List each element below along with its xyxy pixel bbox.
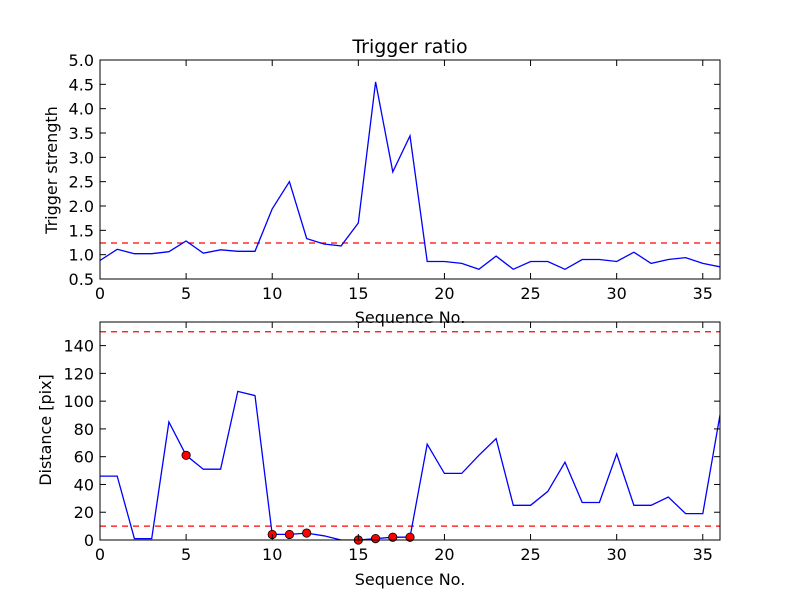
y-tick-label: 2.5 (69, 173, 94, 192)
plot-area (100, 81, 720, 271)
y-tick-label: 3.5 (69, 124, 94, 143)
data-marker (370, 534, 381, 544)
data-marker (405, 532, 415, 542)
x-tick-label: 15 (348, 545, 368, 564)
x-tick-label: 10 (262, 545, 282, 564)
x-tick-label: 35 (693, 545, 713, 564)
data-marker (302, 528, 312, 538)
series-line (100, 81, 720, 271)
y-tick-label: 2.0 (69, 197, 94, 216)
x-tick-label: 0 (95, 284, 105, 303)
y-tick-label: 5.0 (69, 51, 94, 70)
data-marker (284, 529, 295, 540)
y-tick-label: 4.5 (69, 75, 94, 94)
axes-frame (99, 59, 721, 280)
data-marker (388, 532, 398, 542)
x-tick-label: 5 (181, 284, 191, 303)
y-tick-label: 0 (84, 531, 94, 550)
y-tick-label: 4.0 (69, 100, 94, 119)
x-tick-label: 25 (520, 545, 540, 564)
trigger-ratio-panel: Trigger ratio Sequence No. Trigger stren… (42, 36, 721, 327)
y-tick-label: 120 (63, 364, 94, 383)
y-tick-label: 20 (74, 503, 94, 522)
y-tick-label: 60 (74, 448, 94, 467)
y-tick-label: 140 (63, 337, 94, 356)
x-tick-label: 10 (262, 284, 282, 303)
axes-frame (99, 321, 721, 541)
y-tick-label: 3.0 (69, 148, 94, 167)
y-tick-label: 0.5 (69, 270, 94, 289)
x-tick-label: 20 (434, 284, 454, 303)
y-tick-label: 80 (74, 420, 94, 439)
data-marker (181, 450, 191, 460)
x-axis-label: Sequence No. (355, 308, 466, 327)
y-axis-label: Trigger strength (42, 106, 61, 235)
x-tick-label: 0 (95, 545, 105, 564)
chart-title: Trigger ratio (351, 36, 467, 58)
y-tick-label: 1.0 (69, 246, 94, 265)
y-axis-label: Distance [pix] (36, 374, 55, 486)
x-tick-label: 15 (348, 284, 368, 303)
x-tick-label: 35 (693, 284, 713, 303)
x-tick-label: 5 (181, 545, 191, 564)
x-tick-label: 25 (520, 284, 540, 303)
x-tick-label: 30 (606, 284, 626, 303)
y-tick-label: 100 (63, 392, 94, 411)
y-tick-label: 40 (74, 475, 94, 494)
y-tick-label: 1.5 (69, 221, 94, 240)
x-axis-label: Sequence No. (355, 570, 466, 589)
x-tick-label: 30 (606, 545, 626, 564)
distance-panel: Sequence No. Distance [pix] 0 5 10 15 20 25 30… (36, 321, 721, 589)
x-tick-label: 20 (434, 545, 454, 564)
